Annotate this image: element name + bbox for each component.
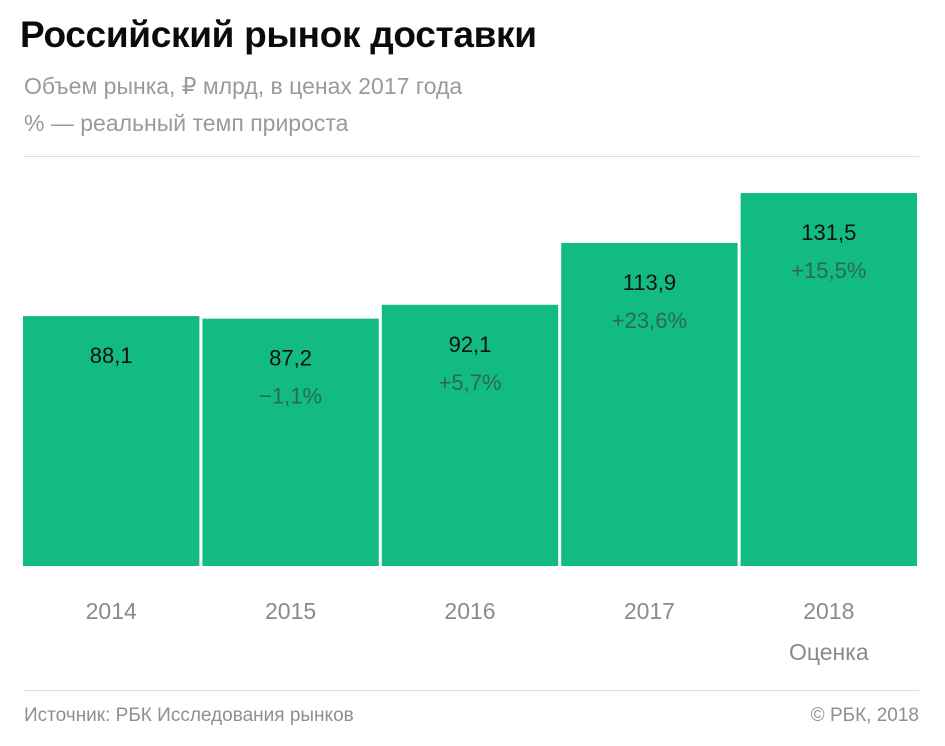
bar-value-label: 88,1 <box>90 343 133 368</box>
bar-value-label: 92,1 <box>449 332 492 357</box>
x-tick-label: 2018 <box>803 598 854 624</box>
chart-subtitle-growth-note: % — реальный темп прироста <box>24 110 349 136</box>
source-note: Источник: РБК Исследования рынков <box>24 705 354 726</box>
x-tick-label: 2014 <box>86 598 137 624</box>
bar-value-label: 131,5 <box>801 220 856 245</box>
bar-2015 <box>202 318 379 566</box>
x-tick-note: Оценка <box>789 639 869 665</box>
bar-growth-label: −1,1% <box>259 384 322 409</box>
x-tick-label: 2015 <box>265 598 316 624</box>
bar-value-label: 113,9 <box>623 270 676 295</box>
top-divider <box>24 156 919 157</box>
bar-2017 <box>561 242 738 567</box>
chart-subtitle-units: Объем рынка, ₽ млрд, в ценах 2017 года <box>24 73 463 99</box>
bar-2018 <box>740 193 917 566</box>
bar-growth-label: +23,6% <box>612 308 687 333</box>
bottom-divider <box>24 690 919 691</box>
bar-value-label: 87,2 <box>269 346 312 371</box>
copyright-note: © РБК, 2018 <box>810 705 919 726</box>
bar-chart: 88,1 2014 87,2 −1,1% 2015 92,1 +5,7% 2016 113,9 +… <box>23 193 917 665</box>
bar-growth-label: +5,7% <box>439 370 502 395</box>
x-tick-label: 2016 <box>444 598 495 624</box>
bar-2014 <box>23 316 200 566</box>
bar-growth-label: +15,5% <box>791 258 866 283</box>
bar-2016 <box>381 304 559 566</box>
x-tick-label: 2017 <box>624 598 675 624</box>
chart-title: Российский рынок доставки <box>20 14 537 55</box>
